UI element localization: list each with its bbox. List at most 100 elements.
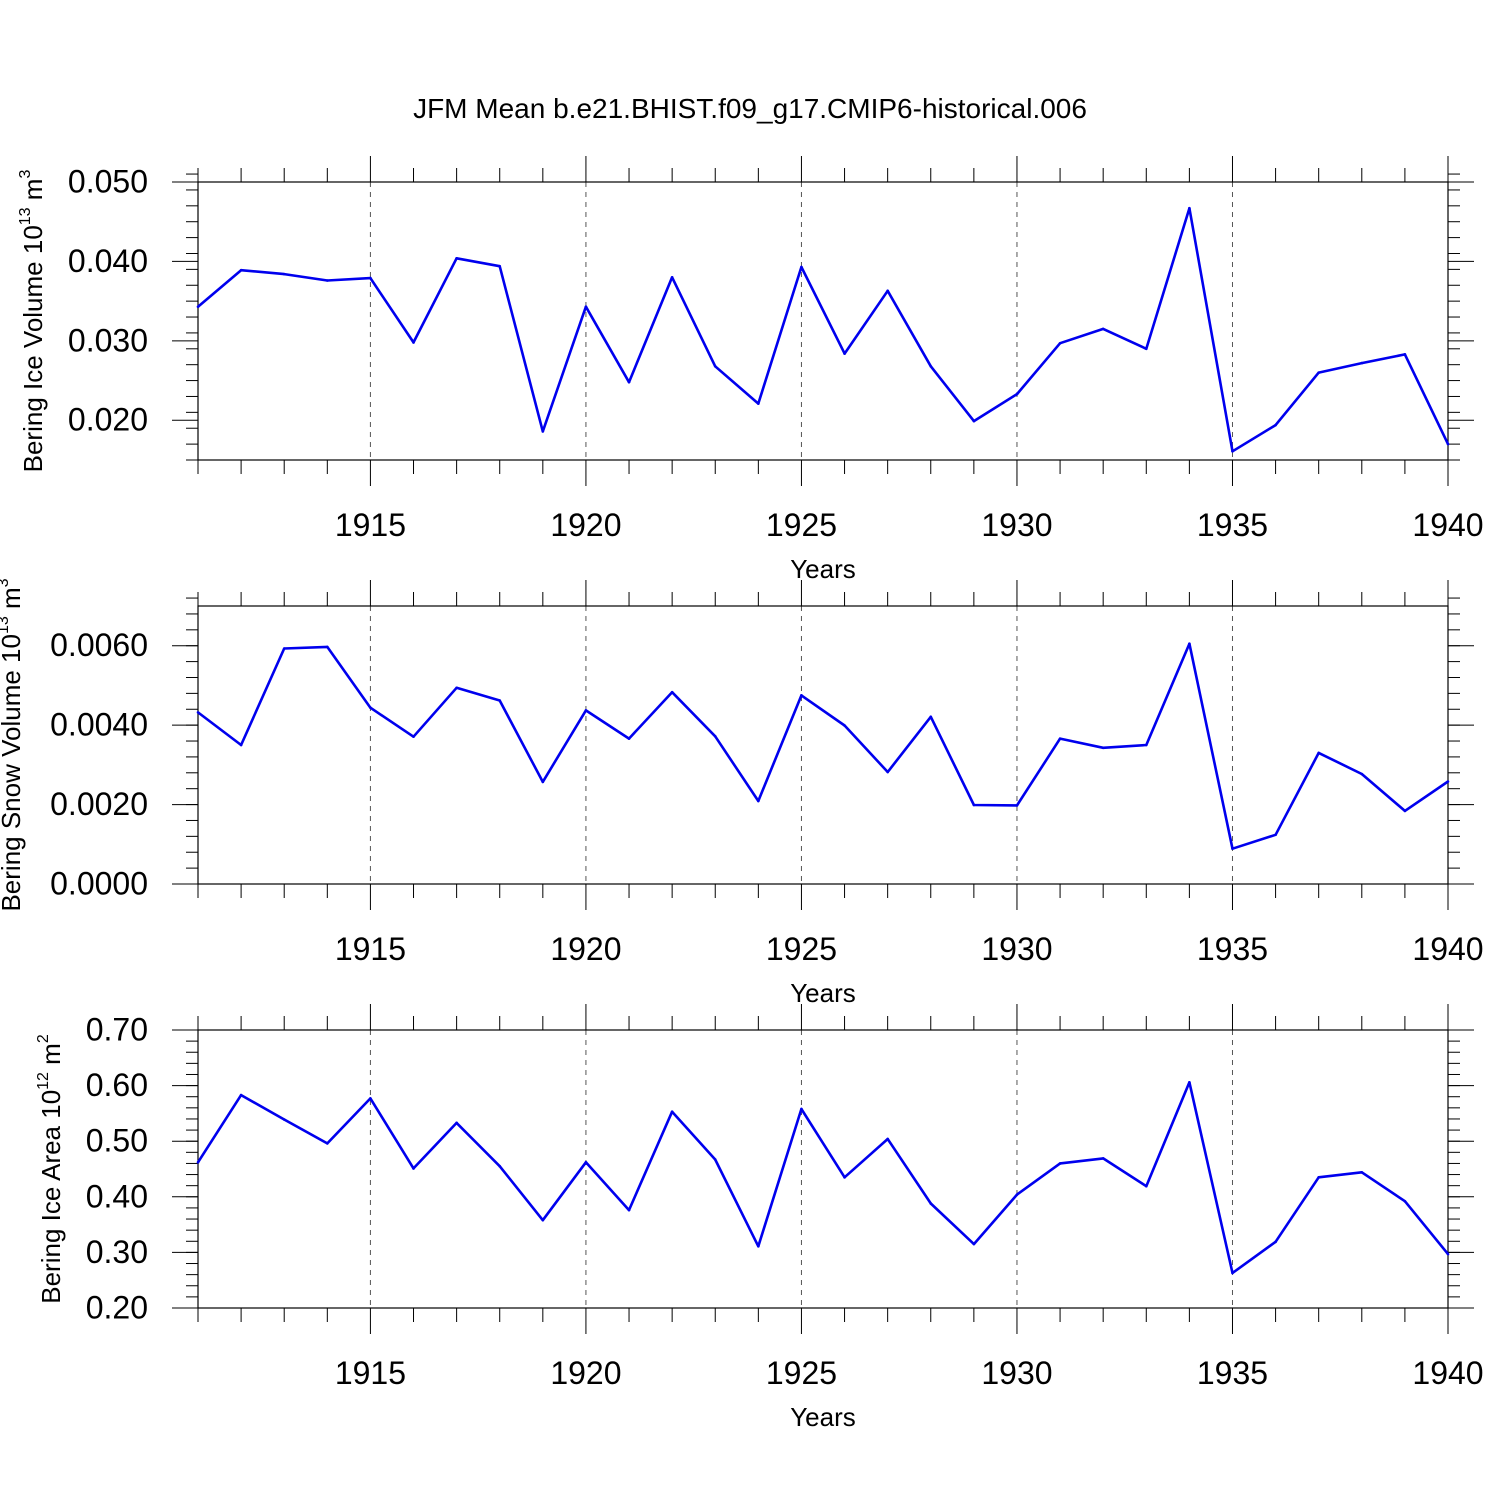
x-tick-label: 1915 bbox=[335, 507, 406, 543]
plot-frame bbox=[197, 1029, 1449, 1309]
data-point bbox=[541, 430, 545, 433]
x-tick-label: 1935 bbox=[1197, 507, 1268, 543]
data-point bbox=[282, 1118, 286, 1121]
data-point bbox=[1317, 371, 1320, 374]
data-point bbox=[1446, 780, 1450, 783]
data-point bbox=[584, 305, 588, 309]
data-point bbox=[713, 1158, 717, 1161]
x-tick-label: 1930 bbox=[981, 1355, 1052, 1391]
data-point bbox=[1015, 1193, 1019, 1196]
data-point bbox=[1015, 392, 1019, 396]
data-point bbox=[584, 1161, 588, 1164]
series-line bbox=[197, 642, 1449, 851]
data-point bbox=[1058, 1162, 1062, 1165]
data-point bbox=[1015, 804, 1019, 807]
data-point bbox=[1274, 833, 1277, 837]
y-tick-label: 0.040 bbox=[68, 243, 148, 279]
data-point bbox=[1101, 327, 1105, 331]
data-point bbox=[326, 645, 329, 649]
y-tick-label: 0.050 bbox=[68, 163, 148, 199]
data-point bbox=[670, 1110, 674, 1114]
data-point bbox=[455, 1121, 458, 1125]
y-axis-label: Bering Ice Area 1012 m2 bbox=[35, 1034, 66, 1304]
data-point bbox=[670, 276, 674, 279]
x-tick-label: 1915 bbox=[335, 931, 406, 967]
panel-3: 0.20 0.30 0.40 0.50 0.60 0.70 1915 1920 1925 1930… bbox=[35, 1004, 1484, 1432]
data-point bbox=[713, 734, 717, 738]
plot-frame bbox=[197, 181, 1449, 461]
data-point bbox=[455, 686, 458, 690]
data-point bbox=[627, 1208, 631, 1212]
y-tick-label: 0.0040 bbox=[50, 707, 148, 743]
data-point bbox=[1446, 1252, 1450, 1256]
data-point bbox=[929, 364, 933, 368]
data-point bbox=[1317, 751, 1320, 755]
series-line bbox=[196, 1081, 1450, 1275]
panel-1: 0.020 0.030 0.040 0.050 1915 1920 1925 1930 1935… bbox=[17, 156, 1484, 584]
y-tick-label: 0.60 bbox=[86, 1067, 148, 1103]
data-point bbox=[800, 694, 803, 697]
x-tick-label: 1925 bbox=[766, 507, 837, 543]
data-point bbox=[1058, 341, 1062, 345]
x-axis-label: Years bbox=[790, 978, 856, 1008]
data-point bbox=[412, 735, 415, 738]
y-tick-label: 0.0020 bbox=[50, 786, 148, 822]
data-point bbox=[196, 711, 200, 714]
data-point bbox=[972, 419, 976, 423]
data-point bbox=[1144, 347, 1148, 351]
data-point bbox=[1446, 442, 1450, 446]
data-point bbox=[757, 799, 760, 803]
data-point bbox=[1231, 449, 1234, 453]
data-point bbox=[412, 341, 415, 344]
y-axis-label: Bering Snow Volume 1013 m3 bbox=[0, 578, 26, 911]
y-axis-label: Bering Ice Volume 1013 m3 bbox=[17, 170, 48, 473]
data-point bbox=[498, 264, 502, 268]
data-point bbox=[498, 1164, 502, 1168]
data-point bbox=[929, 715, 933, 719]
data-point bbox=[1274, 423, 1277, 427]
x-tick-label: 1920 bbox=[550, 507, 621, 543]
y-tick-label: 0.0000 bbox=[50, 865, 148, 901]
data-point bbox=[972, 803, 976, 807]
y-tick-label: 0.020 bbox=[68, 402, 148, 438]
data-point bbox=[239, 1093, 243, 1097]
plot-frame bbox=[197, 605, 1449, 885]
data-point bbox=[1058, 737, 1062, 740]
data-point bbox=[1317, 1176, 1320, 1179]
x-tick-label: 1935 bbox=[1197, 1355, 1268, 1391]
x-tick-label: 1935 bbox=[1197, 931, 1268, 967]
data-point bbox=[1188, 1080, 1191, 1084]
data-point bbox=[1231, 1271, 1234, 1275]
data-point bbox=[1360, 361, 1364, 365]
y-tick-label: 0.20 bbox=[86, 1289, 148, 1325]
x-axis-label: Years bbox=[790, 554, 856, 584]
data-point bbox=[1144, 1184, 1148, 1188]
data-point bbox=[843, 724, 846, 727]
y-tick-label: 0.0060 bbox=[50, 627, 148, 663]
data-point bbox=[584, 709, 588, 712]
y-tick-label: 0.40 bbox=[86, 1178, 148, 1214]
x-tick-label: 1925 bbox=[766, 931, 837, 967]
x-tick-label: 1940 bbox=[1412, 507, 1483, 543]
data-point bbox=[498, 699, 502, 702]
data-point bbox=[800, 265, 803, 269]
x-tick-label: 1920 bbox=[550, 1355, 621, 1391]
data-point bbox=[455, 256, 458, 260]
data-point bbox=[196, 1161, 200, 1164]
y-tick-label: 0.50 bbox=[86, 1123, 148, 1159]
x-tick-label: 1930 bbox=[981, 507, 1052, 543]
data-point bbox=[1231, 847, 1234, 850]
data-point bbox=[541, 780, 545, 784]
y-tick-label: 0.30 bbox=[86, 1234, 148, 1270]
chart-title: JFM Mean b.e21.BHIST.f09_g17.CMIP6-histo… bbox=[413, 93, 1087, 124]
data-point bbox=[1144, 743, 1148, 747]
x-tick-label: 1940 bbox=[1412, 1355, 1483, 1391]
data-point bbox=[843, 1176, 846, 1179]
data-point bbox=[369, 276, 372, 280]
x-tick-label: 1920 bbox=[550, 931, 621, 967]
data-point bbox=[929, 1202, 933, 1205]
x-axis-label: Years bbox=[790, 1402, 856, 1432]
data-point bbox=[757, 402, 760, 405]
data-point bbox=[886, 1137, 889, 1141]
